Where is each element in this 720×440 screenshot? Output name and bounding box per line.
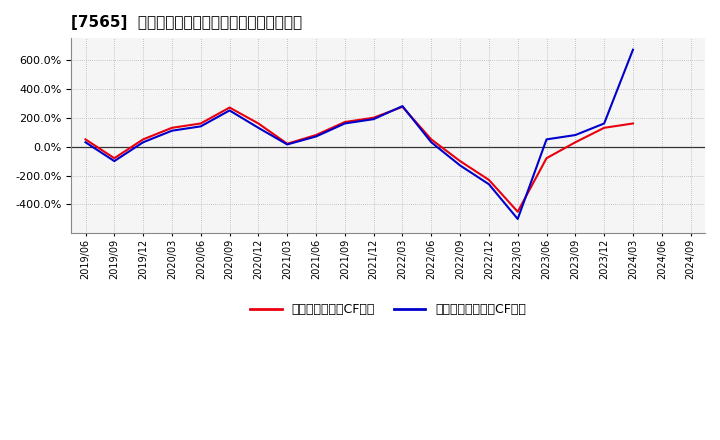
- Text: [7565]  有利子負債キャッシュフロー比率の推移: [7565] 有利子負債キャッシュフロー比率の推移: [71, 15, 302, 30]
- Legend: 有利子負債営業CF比率, 有利子負債フリーCF比率: 有利子負債営業CF比率, 有利子負債フリーCF比率: [246, 298, 531, 321]
